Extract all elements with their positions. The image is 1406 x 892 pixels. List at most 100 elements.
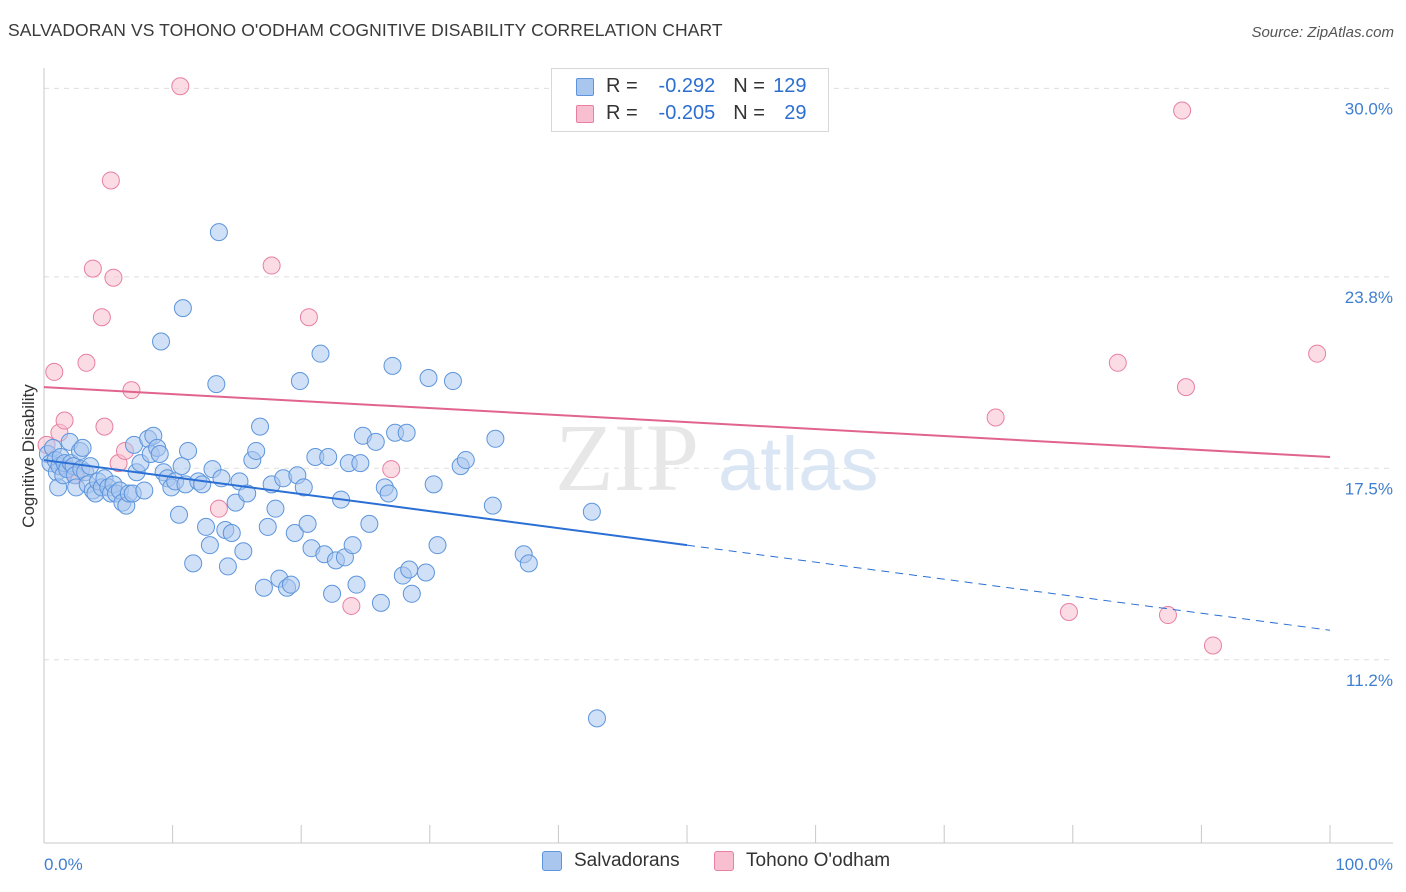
salvadoran-point-82 [294, 478, 313, 497]
y-tick-label-2: 23.8% [1345, 288, 1393, 307]
salvadoran-point-59 [207, 375, 226, 394]
tohono-point-9 [95, 417, 114, 436]
watermark-zip: ZIP [555, 404, 699, 511]
y-axis-title: Cognitive Disability [19, 384, 38, 528]
salvadoran-point-56 [197, 517, 216, 536]
salvadoran-point-57 [200, 536, 219, 555]
salvadoran-point-50 [172, 457, 191, 476]
bottom-legend-swatch-pink [714, 851, 734, 871]
salvadoran-point-99 [366, 432, 385, 451]
salvadoran-point-79 [285, 524, 304, 542]
legend-swatch-blue [576, 77, 594, 96]
salvadoran-point-121 [587, 709, 606, 728]
legend-r-value: -0.292 [658, 75, 716, 97]
y-tick-label-3: 30.0% [1345, 99, 1393, 118]
salvadoran-point-63 [222, 524, 241, 542]
salvadoran-point-94 [343, 536, 362, 555]
salvadoran-trendline [43, 459, 688, 547]
salvadoran-point-119 [519, 554, 538, 573]
salvadoran-point-49 [170, 505, 189, 524]
tohono-point-20 [382, 460, 401, 479]
salvadoran-point-95 [347, 575, 366, 594]
x-tick-labels: 0.0% 100.0% [44, 855, 1393, 874]
salvadoran-point-69 [247, 441, 266, 460]
tohono-point-15 [171, 77, 190, 96]
tohono-point-19 [342, 596, 361, 615]
bottom-legend-tohono: Tohono O'odham [714, 850, 890, 872]
legend-r-label: R = [606, 75, 638, 97]
salvadoran-point-62 [218, 557, 237, 576]
salvadoran-point-116 [483, 496, 502, 515]
tohono-point-21 [1108, 353, 1127, 372]
salvadoran-point-100 [371, 593, 390, 612]
salvadoran-point-18 [73, 438, 92, 457]
watermark: ZIP atlas [555, 404, 879, 511]
legend-row-salvadorans: R = -0.292 N = 129 [576, 75, 807, 98]
salvadoran-point-83 [298, 514, 317, 533]
y-tick-label-1: 17.5% [1345, 479, 1393, 498]
salvadoran-point-102 [379, 484, 398, 503]
legend-r-value: -0.205 [658, 102, 716, 124]
tohono-point-6 [77, 353, 96, 372]
tohono-point-17 [262, 256, 281, 275]
salvadoran-point-113 [443, 372, 462, 391]
legend-n-label: N = [733, 102, 765, 124]
tohono-point-3 [55, 411, 74, 430]
salvadoran-point-98 [360, 514, 379, 533]
watermark-atlas: atlas [718, 422, 879, 507]
salvadoran-point-117 [486, 429, 505, 448]
salvadoran-point-89 [323, 584, 342, 603]
tohono-point-1 [45, 362, 64, 381]
bottom-legend-label: Salvadorans [574, 850, 680, 871]
legend-row-tohono: R = -0.205 N = 29 [576, 102, 807, 125]
salvadoran-point-112 [428, 536, 447, 555]
tohono-point-18 [299, 308, 318, 327]
tohono-point-16 [209, 499, 228, 518]
tohono-point-22 [986, 408, 1005, 427]
salvadoran-point-110 [419, 369, 438, 387]
salvadoran-trendline-extension [686, 544, 1331, 631]
legend-n-value: 129 [773, 75, 807, 97]
tohono-point-27 [1158, 606, 1177, 625]
chart-title: SALVADORAN VS TOHONO O'ODHAM COGNITIVE D… [8, 20, 723, 40]
correlation-legend: R = -0.292 N = 129 R = -0.205 N = 29 [551, 68, 829, 132]
trendlines [43, 386, 1331, 631]
bottom-legend-label: Tohono O'odham [746, 850, 891, 871]
y-tick-label-0: 11.2% [1346, 671, 1393, 690]
bottom-legend-salvadorans: Salvadorans [542, 850, 680, 872]
salvadoran-point-81 [290, 372, 309, 391]
salvadoran-point-55 [193, 475, 212, 494]
tohono-point-28 [1203, 636, 1222, 655]
salvadoran-point-70 [251, 417, 270, 436]
tohono-point-7 [83, 259, 102, 278]
x-tick-label-1: 100.0% [1335, 855, 1393, 874]
legend-r-label: R = [606, 102, 638, 124]
salvadoran-point-74 [266, 499, 285, 518]
salvadoran-point-103 [383, 356, 402, 375]
salvadoran-point-72 [258, 517, 277, 536]
salvadoran-point-106 [397, 423, 416, 442]
tohono-point-14 [122, 381, 141, 400]
salvadoran-point-124 [209, 223, 228, 242]
salvadoran-point-53 [184, 554, 203, 573]
legend-swatch-pink [576, 104, 594, 123]
tohono-trendline [43, 386, 1331, 459]
salvadoran-point-78 [281, 575, 300, 594]
salvadoran-point-67 [238, 484, 257, 503]
legend-n-value: 29 [784, 102, 807, 124]
tohono-point-26 [1059, 603, 1078, 622]
salvadoran-point-66 [234, 542, 253, 561]
salvadoran-point-123 [173, 299, 192, 318]
salvadoran-point-122 [152, 332, 171, 351]
salvadoran-point-120 [582, 502, 601, 521]
salvadoran-point-88 [319, 448, 338, 467]
salvadoran-point-109 [416, 563, 435, 582]
salvadoran-point-39 [135, 481, 154, 500]
tohono-point-23 [1173, 101, 1192, 120]
salvadoran-point-115 [456, 451, 475, 470]
tohono-point-24 [1176, 378, 1195, 397]
salvadoran-point-71 [254, 578, 273, 597]
tohono-point-11 [104, 268, 123, 287]
salvadoran-point-111 [424, 475, 443, 494]
